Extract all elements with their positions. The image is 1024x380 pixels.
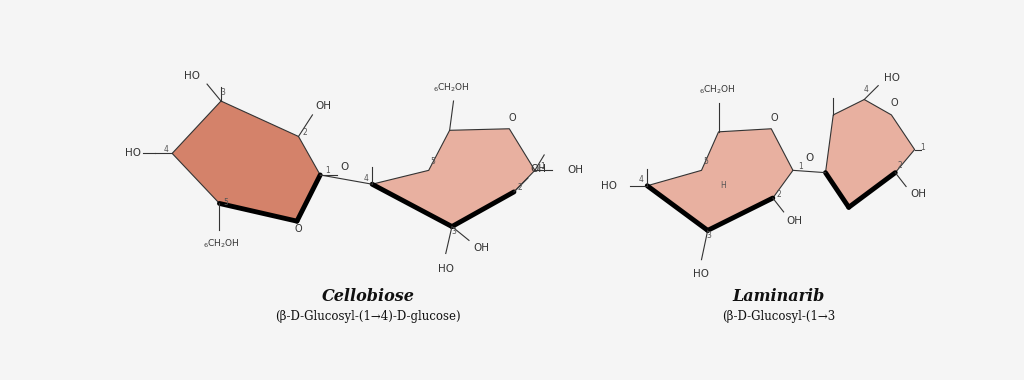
- Text: HO: HO: [600, 181, 616, 191]
- Text: 4: 4: [364, 174, 369, 183]
- Text: Laminarib: Laminarib: [733, 288, 825, 305]
- Text: 1: 1: [799, 162, 803, 171]
- Text: O: O: [770, 113, 778, 123]
- Text: HO: HO: [183, 71, 200, 81]
- Text: 2: 2: [518, 184, 522, 192]
- Text: 1: 1: [541, 162, 545, 171]
- Text: O: O: [805, 153, 813, 163]
- Polygon shape: [825, 100, 914, 207]
- Text: H: H: [720, 181, 726, 190]
- Text: OH: OH: [567, 165, 584, 175]
- Text: $_6$CH$_2$OH: $_6$CH$_2$OH: [433, 82, 470, 94]
- Polygon shape: [647, 129, 793, 230]
- Text: 4: 4: [863, 85, 868, 94]
- Text: 3: 3: [220, 88, 225, 97]
- Text: OH: OH: [910, 189, 927, 199]
- Text: O: O: [509, 113, 516, 123]
- Text: $_6$CH$_2$OH: $_6$CH$_2$OH: [698, 83, 735, 96]
- Text: HO: HO: [884, 73, 900, 83]
- Text: 4: 4: [164, 145, 168, 154]
- Text: 1: 1: [326, 166, 331, 176]
- Text: HO: HO: [437, 264, 454, 274]
- Text: (β-D-Glucosyl-(1→3: (β-D-Glucosyl-(1→3: [722, 310, 836, 323]
- Text: 3: 3: [707, 231, 712, 240]
- Text: 5: 5: [223, 198, 228, 207]
- Text: HO: HO: [125, 149, 141, 158]
- Text: OH: OH: [530, 164, 547, 174]
- Text: $_6$CH$_2$OH: $_6$CH$_2$OH: [203, 237, 240, 250]
- Text: 2: 2: [897, 161, 902, 170]
- Text: O: O: [341, 162, 349, 173]
- Text: 4: 4: [639, 175, 643, 184]
- Text: 1: 1: [920, 142, 925, 152]
- Polygon shape: [372, 129, 535, 226]
- Text: O: O: [891, 98, 898, 108]
- Text: OH: OH: [315, 101, 332, 111]
- Text: O: O: [295, 224, 302, 234]
- Text: 5: 5: [430, 157, 435, 166]
- Text: HO: HO: [693, 269, 710, 279]
- Text: Cellobiose: Cellobiose: [322, 288, 415, 305]
- Text: OH: OH: [473, 243, 489, 253]
- Text: 2: 2: [776, 190, 781, 198]
- Text: 2: 2: [302, 128, 307, 137]
- Text: (β-D-Glucosyl-(1→4)-D-glucose): (β-D-Glucosyl-(1→4)-D-glucose): [275, 310, 461, 323]
- Text: OH: OH: [786, 216, 803, 226]
- Text: 5: 5: [702, 157, 708, 166]
- Polygon shape: [172, 101, 321, 221]
- Text: 3: 3: [451, 227, 456, 236]
